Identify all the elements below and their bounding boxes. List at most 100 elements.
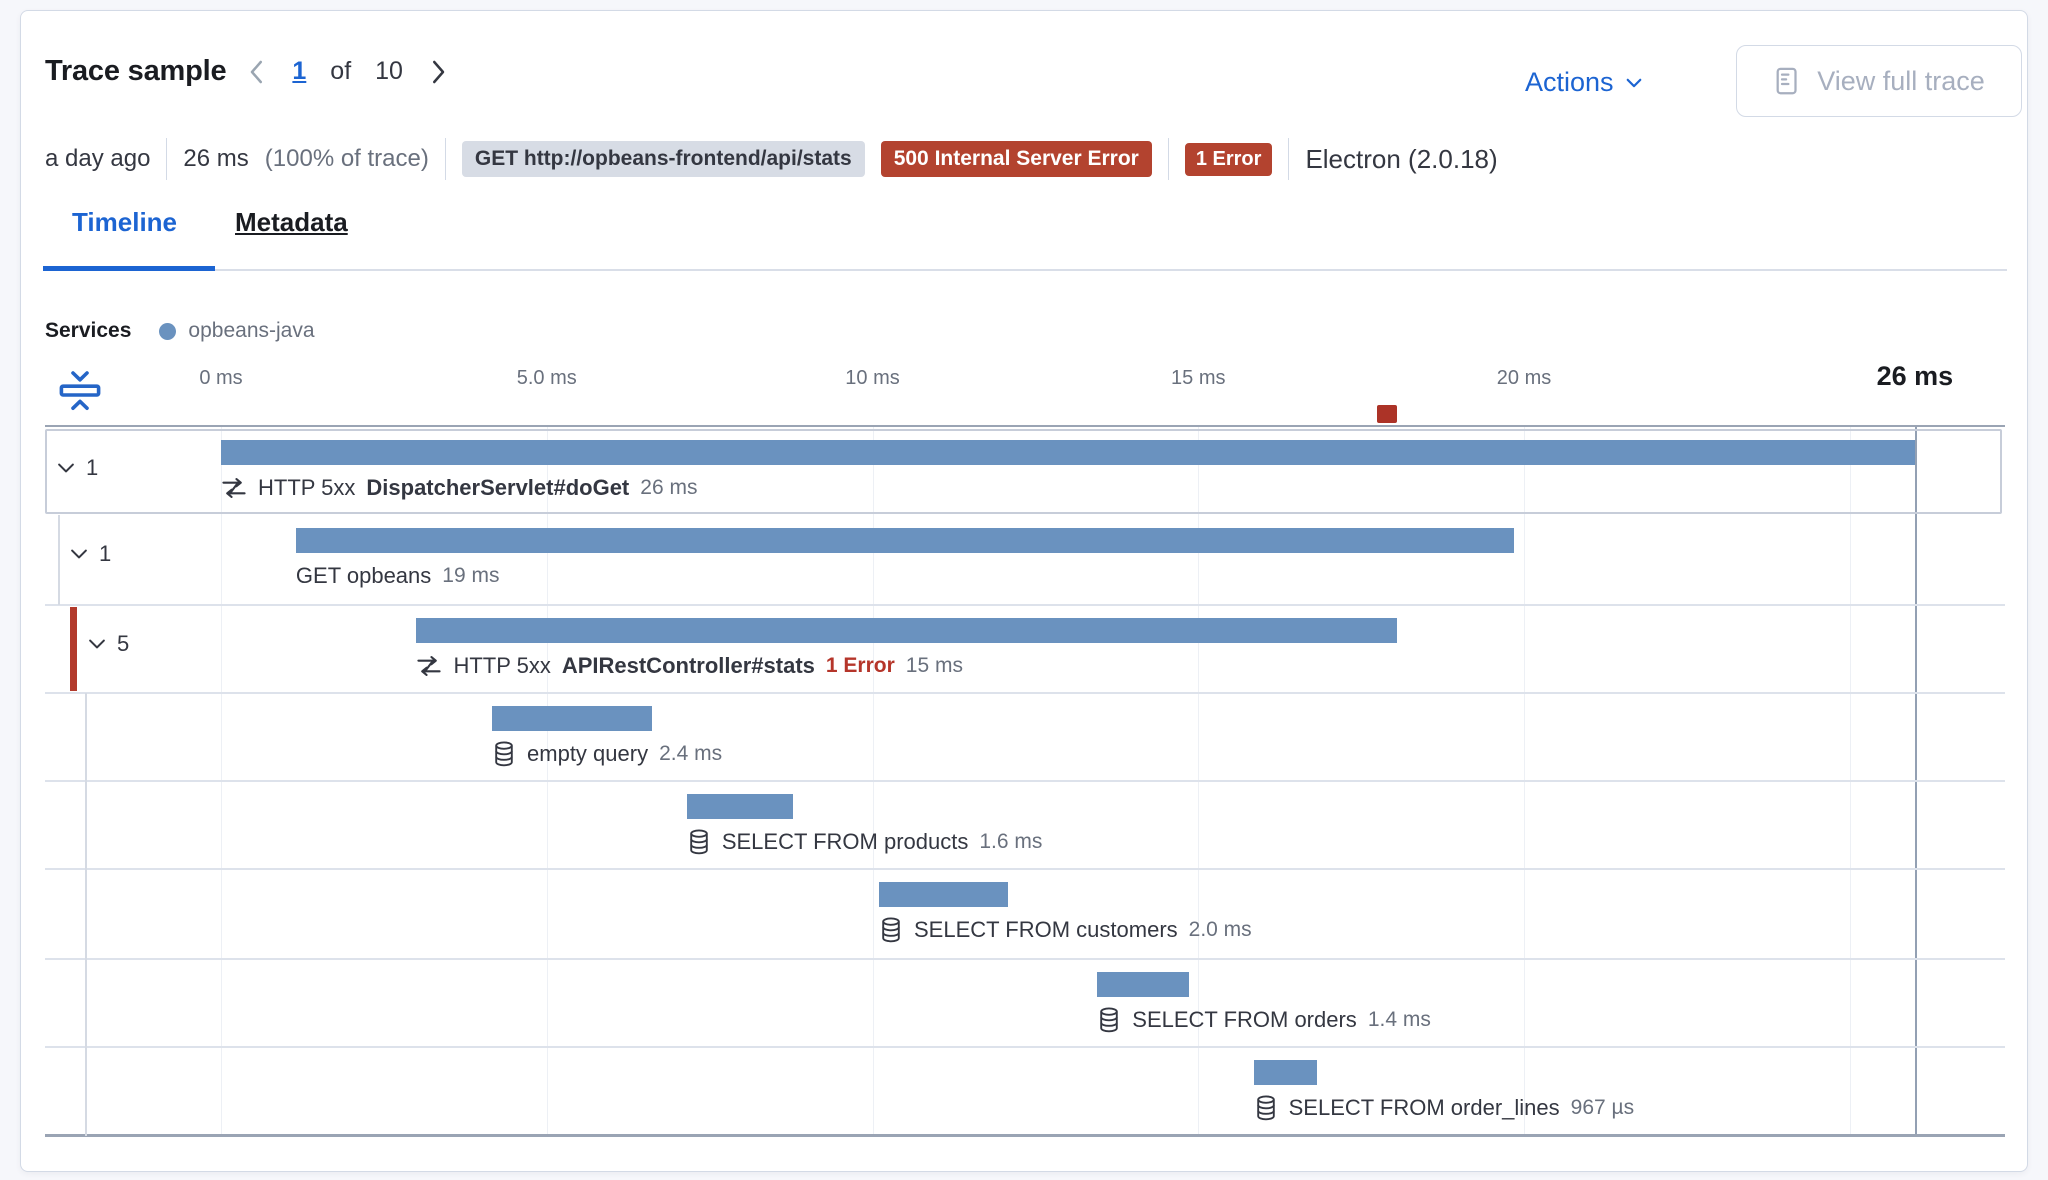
chevron-left-icon [251, 60, 263, 83]
waterfall-row[interactable]: SELECT FROM products 1.6 ms [45, 781, 2005, 869]
span-name: SELECT FROM order_lines [1288, 1095, 1560, 1120]
span-duration-label: 15 ms [905, 654, 963, 677]
span-name: GET opbeans [295, 563, 432, 588]
span-name: SELECT FROM products [721, 829, 969, 854]
trace-pager: 1 of 10 [246, 57, 449, 87]
span-duration-bar[interactable] [492, 706, 652, 731]
next-trace-button[interactable] [427, 57, 449, 87]
services-label: Services [45, 319, 132, 342]
span-type-prefix: HTTP 5xx [453, 653, 551, 678]
error-marker-icon[interactable] [1377, 405, 1398, 423]
span-duration-label: 967 µs [1570, 1096, 1635, 1119]
waterfall-row[interactable]: SELECT FROM order_lines 967 µs [45, 1047, 2005, 1136]
expand-collapse-toggle[interactable]: 5 [86, 631, 129, 657]
services-legend: Services opbeans-java [45, 319, 315, 343]
span-duration-label: 1.4 ms [1367, 1008, 1431, 1031]
axis-tick-label: 20 ms [1496, 367, 1552, 389]
row-separator [45, 780, 2005, 782]
span-duration-bar[interactable] [221, 440, 1915, 465]
tab-metadata[interactable]: Metadata [235, 207, 348, 237]
database-icon [495, 741, 513, 767]
http-status-badge: 500 Internal Server Error [880, 141, 1152, 177]
actions-menu-button[interactable]: Actions [1525, 67, 1644, 98]
span-duration-label: 2.0 ms [1188, 918, 1252, 941]
row-separator [45, 868, 2005, 870]
trace-sample-card: Trace sample 1 of 10 Actions Vi [20, 10, 2028, 1172]
transaction-merge-icon [222, 478, 246, 498]
database-icon [690, 829, 708, 855]
waterfall-row[interactable]: 1 GET opbeans 19 ms [45, 515, 2005, 605]
view-full-trace-button[interactable]: View full trace [1736, 45, 2022, 117]
divider [1167, 138, 1169, 180]
span-duration-label: 26 ms [640, 476, 698, 499]
expand-collapse-toggle[interactable]: 1 [55, 455, 98, 481]
collapse-timeline-button[interactable] [59, 371, 101, 416]
row-separator [45, 604, 2005, 606]
error-count-badge[interactable]: 1 Error [1184, 142, 1273, 176]
divider [444, 138, 446, 180]
span-label[interactable]: SELECT FROM customers 2.0 ms [879, 913, 1252, 947]
span-name: DispatcherServlet#doGet [366, 475, 630, 500]
focused-row-outline [45, 429, 2002, 514]
chevron-down-icon [1626, 78, 1641, 87]
page-title: Trace sample [45, 55, 227, 87]
divider [166, 138, 168, 180]
chevron-right-icon [432, 60, 445, 83]
span-duration-bar[interactable] [686, 794, 793, 819]
row-separator [45, 958, 2005, 960]
span-name: SELECT FROM orders [1132, 1007, 1357, 1032]
service-name-label: opbeans-java [188, 319, 315, 342]
pager-current-page[interactable]: 1 [292, 57, 307, 85]
span-duration-bar[interactable] [1097, 972, 1190, 997]
span-duration-bar[interactable] [416, 618, 1397, 643]
span-label[interactable]: empty query 2.4 ms [492, 737, 722, 771]
waterfall-row[interactable]: empty query 2.4 ms [45, 693, 2005, 781]
view-full-trace-label: View full trace [1817, 65, 1985, 96]
span-error-label[interactable]: 1 Error [825, 654, 895, 677]
database-icon [1100, 1007, 1119, 1033]
chevron-down-icon [58, 463, 74, 473]
waterfall-row[interactable]: SELECT FROM orders 1.4 ms [45, 959, 2005, 1047]
pager-total-pages: 10 [375, 57, 403, 85]
children-count: 1 [99, 541, 112, 566]
tab-bar-divider [43, 269, 2007, 271]
span-name: APIRestController#stats [561, 653, 815, 678]
axis-tick-label: 10 ms [845, 367, 900, 389]
error-indicator-strip [70, 607, 77, 691]
timestamp-ago: a day ago [45, 145, 151, 172]
span-duration-bar[interactable] [295, 528, 1515, 553]
span-duration-label: 19 ms [442, 564, 500, 587]
span-label[interactable]: SELECT FROM products 1.6 ms [687, 825, 1042, 859]
pager-of-label: of [330, 57, 352, 85]
divider [1288, 138, 1290, 180]
span-label[interactable]: GET opbeans 19 ms [296, 559, 500, 593]
row-separator [45, 1046, 2005, 1048]
span-name: empty query [527, 741, 649, 766]
axis-tick-label: 0 ms [199, 367, 243, 389]
span-duration-bar[interactable] [1253, 1060, 1317, 1085]
span-label[interactable]: HTTP 5xx APIRestController#stats 1 Error 15… [416, 649, 963, 683]
waterfall-row[interactable]: SELECT FROM customers 2.0 ms [45, 869, 2005, 959]
service-color-dot [159, 322, 177, 340]
tab-timeline[interactable]: Timeline [72, 207, 178, 237]
waterfall-chart: 1 HTTP 5xx DispatcherServlet#doGet 26 ms 1… [45, 425, 2005, 1137]
chevron-down-icon [89, 639, 105, 649]
waterfall-row[interactable]: 5 HTTP 5xx APIRestController#stats 1 Error… [45, 605, 2005, 693]
transaction-merge-icon [417, 656, 442, 676]
span-label[interactable]: SELECT FROM order_lines 967 µs [1254, 1091, 1635, 1125]
axis-tick-label: 5.0 ms [516, 367, 577, 389]
waterfall-row[interactable]: 1 HTTP 5xx DispatcherServlet#doGet 26 ms [45, 427, 2005, 515]
prev-trace-button[interactable] [246, 57, 268, 87]
axis-tick-label: 15 ms [1171, 367, 1226, 389]
actions-label: Actions [1525, 67, 1614, 97]
expand-collapse-toggle[interactable]: 1 [68, 541, 111, 567]
span-label[interactable]: HTTP 5xx DispatcherServlet#doGet 26 ms [221, 471, 697, 505]
span-label[interactable]: SELECT FROM orders 1.4 ms [1097, 1003, 1431, 1037]
span-name: SELECT FROM customers [914, 917, 1178, 942]
active-tab-indicator [43, 266, 215, 271]
span-duration-bar[interactable] [879, 882, 1008, 907]
fold-icon [59, 371, 101, 410]
header: Trace sample 1 of 10 [45, 55, 449, 88]
axis-end-label: 26 ms [1876, 361, 1954, 391]
